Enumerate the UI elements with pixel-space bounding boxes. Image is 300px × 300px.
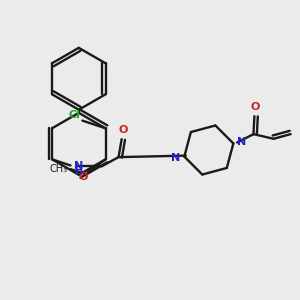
Text: H: H bbox=[74, 167, 82, 176]
Text: Cl: Cl bbox=[69, 110, 81, 120]
Text: N: N bbox=[171, 153, 181, 163]
Text: O: O bbox=[78, 172, 88, 182]
Text: N: N bbox=[74, 161, 83, 171]
Text: O: O bbox=[250, 101, 260, 112]
Text: O: O bbox=[118, 124, 128, 134]
Text: N: N bbox=[237, 137, 246, 147]
Text: CH₃: CH₃ bbox=[50, 164, 68, 174]
